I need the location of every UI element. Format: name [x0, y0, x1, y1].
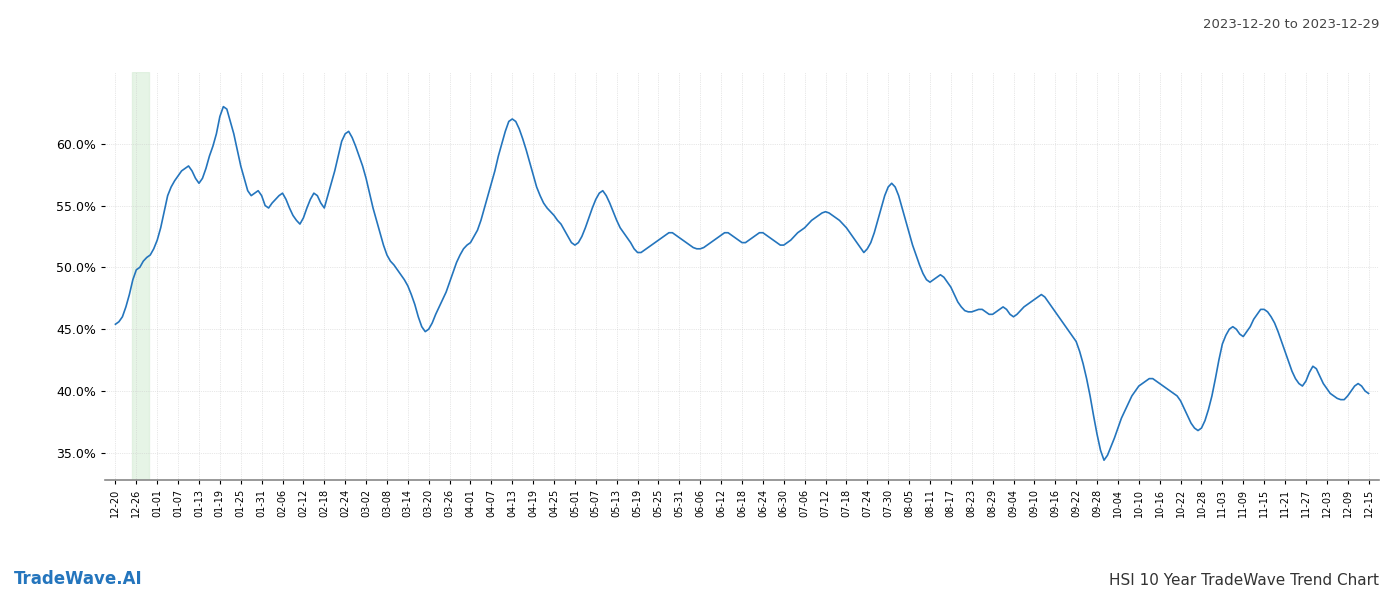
Bar — [132, 72, 148, 480]
Text: 2023-12-20 to 2023-12-29: 2023-12-20 to 2023-12-29 — [1203, 18, 1379, 31]
Text: TradeWave.AI: TradeWave.AI — [14, 570, 143, 588]
Text: HSI 10 Year TradeWave Trend Chart: HSI 10 Year TradeWave Trend Chart — [1109, 573, 1379, 588]
